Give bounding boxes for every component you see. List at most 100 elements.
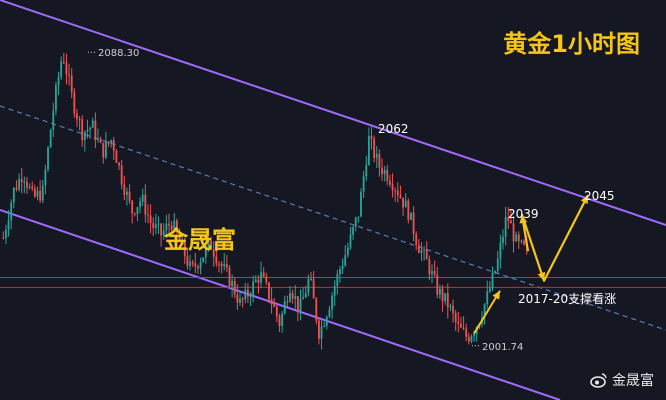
candle xyxy=(470,334,473,344)
candle-body xyxy=(262,272,265,277)
candle xyxy=(523,239,525,246)
watermark: 金晟富 xyxy=(590,370,654,390)
candle-body xyxy=(412,212,415,235)
candle-body xyxy=(31,186,34,189)
candle xyxy=(102,142,105,164)
candle xyxy=(207,239,210,252)
rally-line xyxy=(473,290,501,335)
candle-body xyxy=(86,129,89,132)
candle-body xyxy=(204,247,207,258)
candle xyxy=(496,251,499,274)
candle-body xyxy=(341,265,344,270)
candle xyxy=(488,281,491,294)
candle-body xyxy=(173,220,176,230)
candle xyxy=(381,158,383,181)
candle xyxy=(76,108,78,128)
candle xyxy=(483,303,486,325)
candle-body xyxy=(407,200,410,220)
candle-body xyxy=(465,328,468,337)
candle-body xyxy=(431,270,433,275)
candle-body xyxy=(83,131,86,141)
candle-body xyxy=(299,299,302,312)
candle xyxy=(494,270,497,275)
candle-body xyxy=(270,299,273,305)
candle-body xyxy=(207,240,210,248)
candle-body xyxy=(70,75,73,92)
candle xyxy=(68,63,70,86)
candle xyxy=(428,255,431,281)
candle xyxy=(354,216,357,232)
candle-body xyxy=(523,240,525,245)
candle xyxy=(509,209,512,224)
channel-upper-line xyxy=(0,0,666,226)
candle-body xyxy=(370,136,373,139)
candle-body xyxy=(15,187,18,190)
candle-body xyxy=(136,207,139,215)
candle xyxy=(139,196,141,214)
candle xyxy=(181,233,184,241)
candle xyxy=(73,88,76,118)
candle xyxy=(325,315,328,330)
candle-body xyxy=(389,180,391,185)
candle-body xyxy=(333,286,336,296)
candle-body xyxy=(81,119,84,141)
candle-body xyxy=(315,298,318,321)
candle-body xyxy=(218,263,220,265)
candle xyxy=(133,212,136,217)
candle xyxy=(183,237,186,264)
candle xyxy=(47,145,49,172)
projection-arrow-up-1 xyxy=(519,214,528,224)
candle-body xyxy=(236,294,239,303)
projection-arrow-down xyxy=(537,271,546,281)
candle xyxy=(78,116,81,131)
candle xyxy=(336,269,339,295)
candle xyxy=(70,68,73,99)
candle-body xyxy=(178,231,181,241)
candle-body xyxy=(126,191,128,195)
candle-body xyxy=(404,200,407,208)
candle-body xyxy=(170,225,173,230)
candle-body xyxy=(312,279,315,299)
label-high: 2088.30 xyxy=(98,48,139,59)
candle-body xyxy=(57,76,60,86)
candle-body xyxy=(2,237,5,239)
candle-body xyxy=(499,242,502,259)
candle xyxy=(283,295,286,315)
weibo-icon xyxy=(590,373,607,388)
candle xyxy=(291,289,294,304)
candle-body xyxy=(62,61,65,63)
candle-body xyxy=(386,169,389,181)
candle-body xyxy=(273,304,276,307)
candle-body xyxy=(310,278,312,280)
candle xyxy=(86,119,89,139)
candle xyxy=(123,175,126,201)
candle xyxy=(517,231,520,249)
candle-body xyxy=(446,293,449,308)
candle-body xyxy=(467,336,470,342)
candle xyxy=(412,206,415,242)
candle-body xyxy=(5,229,7,239)
candle xyxy=(425,241,428,260)
candle xyxy=(144,184,147,223)
candle-body xyxy=(375,153,378,159)
candle xyxy=(352,225,355,241)
candle xyxy=(28,183,31,190)
candle-body xyxy=(197,266,199,269)
candle-body xyxy=(223,264,226,267)
candle-body xyxy=(320,326,323,339)
candle xyxy=(341,258,344,275)
candle xyxy=(41,180,44,204)
candle xyxy=(370,126,373,150)
candle-body xyxy=(260,272,262,283)
candle-body xyxy=(241,298,244,300)
candle xyxy=(91,117,94,128)
candle-body xyxy=(252,281,255,297)
candle xyxy=(97,128,99,143)
candle xyxy=(141,188,144,207)
candle xyxy=(357,216,360,223)
candle xyxy=(286,295,289,308)
candle-body xyxy=(154,224,157,228)
candle xyxy=(362,171,365,199)
candle-body xyxy=(460,323,462,328)
candle-body xyxy=(441,288,444,302)
